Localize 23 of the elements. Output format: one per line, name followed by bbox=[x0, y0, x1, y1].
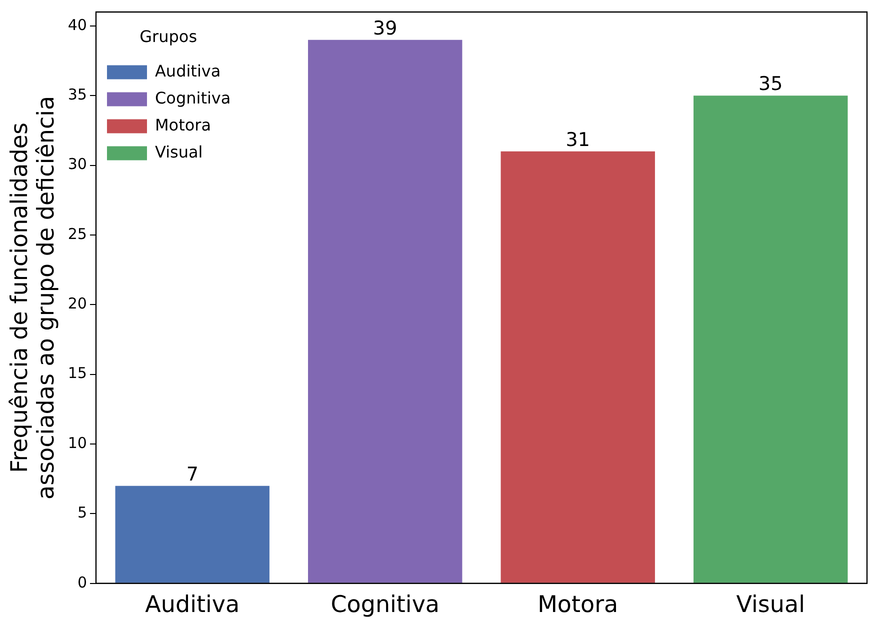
x-tick-label: Visual bbox=[736, 592, 805, 618]
y-tick-label: 35 bbox=[68, 86, 87, 104]
y-tick-label: 40 bbox=[68, 16, 87, 34]
x-tick-label: Cognitiva bbox=[330, 592, 440, 618]
data-label: 39 bbox=[373, 17, 398, 40]
y-tick-label: 5 bbox=[77, 504, 87, 522]
legend-title: Grupos bbox=[140, 27, 198, 46]
legend-label: Auditiva bbox=[154, 61, 221, 80]
y-tick-label: 30 bbox=[68, 155, 87, 174]
y-tick-label: 20 bbox=[68, 294, 87, 313]
legend-label: Cognitiva bbox=[154, 88, 231, 108]
y-axis-title: Frequência de funcionalidades associadas ao grupo de deficiência bbox=[7, 96, 60, 500]
x-tick-label: Motora bbox=[538, 592, 618, 618]
y-tick-label: 10 bbox=[68, 434, 87, 452]
data-label: 7 bbox=[186, 463, 198, 486]
y-tick-label: 0 bbox=[77, 573, 87, 592]
x-tick-label: Auditiva bbox=[145, 592, 240, 618]
y-tick-label: 15 bbox=[68, 364, 87, 382]
legend-label: Visual bbox=[154, 142, 203, 162]
y-tick-label: 25 bbox=[68, 224, 87, 243]
data-label: 31 bbox=[566, 128, 590, 151]
data-label: 35 bbox=[758, 73, 783, 96]
legend-label: Motora bbox=[154, 115, 212, 134]
